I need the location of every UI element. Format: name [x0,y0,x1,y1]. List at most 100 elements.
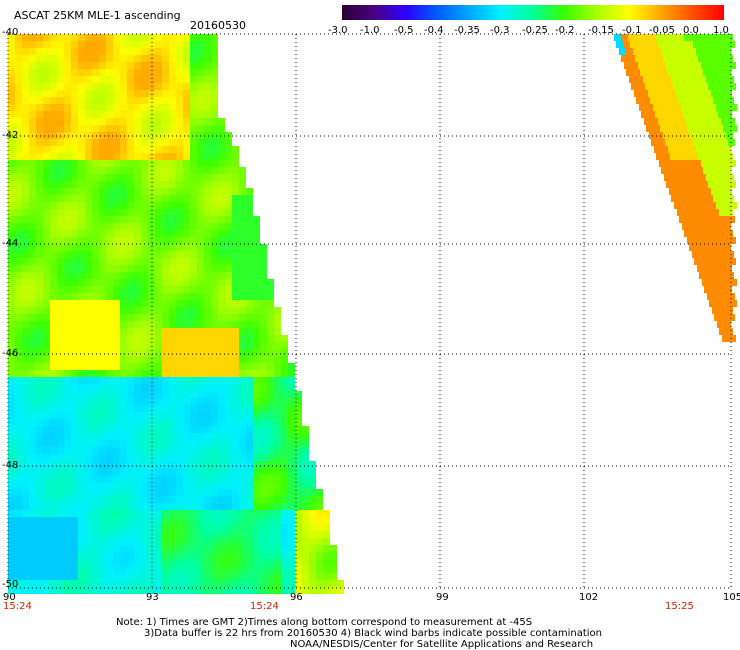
data-cell [71,349,78,356]
data-cell [8,433,15,440]
data-cell [78,41,85,48]
data-cell [64,286,71,293]
data-cell [246,573,253,580]
data-cell [43,531,50,538]
data-cell [260,559,267,566]
data-cell [43,398,50,405]
data-cell [162,223,169,230]
data-cell [694,258,701,265]
data-cell [155,237,162,244]
data-cell [29,517,36,524]
data-cell [724,69,731,76]
data-cell [218,223,225,230]
data-cell [697,265,704,272]
data-cell [197,552,204,559]
data-cell [22,181,29,188]
data-cell [141,398,148,405]
data-cell [211,237,218,244]
data-cell [29,195,36,202]
data-cell [78,377,85,384]
data-cell [239,510,246,517]
data-cell [162,48,169,55]
data-cell [239,391,246,398]
data-cell [674,104,681,111]
data-cell [204,510,211,517]
data-cell [239,503,246,510]
data-cell [106,34,113,41]
data-cell [704,286,711,293]
data-cell [22,377,29,384]
data-cell [211,426,218,433]
data-cell [8,209,15,216]
data-cell [134,160,141,167]
data-cell [85,468,92,475]
lat-lon-grid [7,33,732,589]
data-cell [218,251,225,258]
data-cell [50,41,57,48]
data-cell [246,363,253,370]
data-cell [169,545,176,552]
data-cell [176,419,183,426]
data-cell [176,426,183,433]
data-cell [15,279,22,286]
data-cell [8,496,15,503]
data-cell [232,160,239,167]
data-cell [29,510,36,517]
data-cell [71,475,78,482]
data-cell [239,482,246,489]
data-cell [225,524,232,531]
data-cell [656,55,663,62]
data-cell [689,167,696,174]
data-cell [29,398,36,405]
data-cell [197,566,204,573]
data-cell [8,125,15,132]
data-cell [721,314,728,321]
data-cell [316,517,323,524]
data-cell [288,517,295,524]
data-cell [260,552,267,559]
data-cell [8,139,15,146]
data-cell [675,48,682,55]
data-cell [239,293,246,300]
data-cell [204,391,211,398]
data-cell [64,167,71,174]
data-cell [120,482,127,489]
data-cell [57,125,64,132]
data-cell [113,468,120,475]
data-cell [92,258,99,265]
data-cell [148,517,155,524]
data-cell [169,216,176,223]
data-cell [232,300,239,307]
data-cell [190,244,197,251]
data-cell [64,209,71,216]
data-cell [71,146,78,153]
data-cell [50,279,57,286]
data-cell [78,279,85,286]
data-cell [148,328,155,335]
data-cell [99,265,106,272]
data-cell [36,335,43,342]
data-cell [22,510,29,517]
data-cell [225,244,232,251]
data-cell [190,342,197,349]
data-cell [22,370,29,377]
data-cell [197,286,204,293]
data-cell [64,559,71,566]
data-cell [239,524,246,531]
data-cell [50,461,57,468]
data-cell [141,328,148,335]
data-cell [29,447,36,454]
data-cell [57,286,64,293]
data-cell [253,321,260,328]
data-cell [204,209,211,216]
colorbar [342,5,724,20]
data-cell [190,216,197,223]
data-cell [211,447,218,454]
data-cell [211,195,218,202]
data-cell [113,573,120,580]
data-cell [720,97,727,104]
data-cell [43,111,50,118]
data-cell [120,440,127,447]
data-cell [183,195,190,202]
data-cell [85,167,92,174]
